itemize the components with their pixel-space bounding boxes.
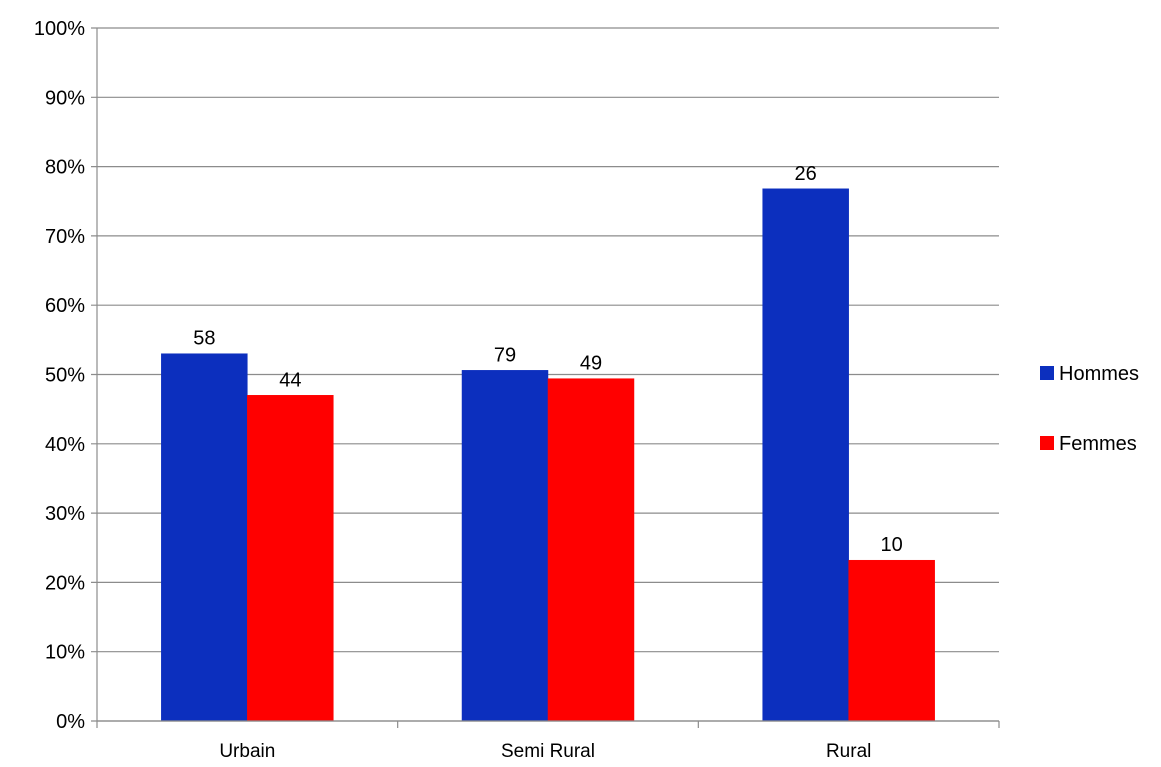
- y-tick-label: 80%: [45, 157, 85, 179]
- axes: [96, 28, 1000, 728]
- data-label: 10: [881, 534, 903, 556]
- labels: 0% 10% 20% 30% 40% 50% 60% 70% 80% 90% 100% 58 44 Urb…: [34, 18, 903, 762]
- bar-femmes-rural: [848, 559, 935, 722]
- y-tick-label: 50%: [45, 365, 85, 387]
- data-label: 79: [494, 344, 516, 366]
- bar-hommes-urbain: [161, 353, 248, 722]
- bar-femmes-semi-rural: [547, 378, 635, 722]
- data-label: 44: [279, 369, 301, 391]
- y-tick-label: 40%: [45, 434, 85, 456]
- legend-swatch-femmes: [1040, 436, 1054, 450]
- y-tick-label: 90%: [45, 87, 85, 109]
- y-tick-label: 60%: [45, 295, 85, 317]
- y-tick-label: 70%: [45, 226, 85, 248]
- legend: Hommes Femmes: [1040, 363, 1139, 455]
- bar-hommes-semi-rural: [461, 370, 549, 722]
- y-tick-label: 20%: [45, 572, 85, 594]
- data-label: 49: [580, 353, 602, 375]
- legend-swatch-hommes: [1040, 366, 1054, 380]
- x-category-label: Rural: [826, 741, 871, 762]
- bar-femmes-urbain: [247, 395, 334, 722]
- legend-label-femmes: Femmes: [1059, 433, 1137, 455]
- y-tick-label: 10%: [45, 642, 85, 664]
- y-tick-label: 0%: [56, 711, 85, 733]
- data-label: 26: [795, 163, 817, 185]
- bars: [161, 188, 935, 722]
- y-tick-label: 30%: [45, 503, 85, 525]
- y-tick-label: 100%: [34, 18, 85, 40]
- x-category-label: Semi Rural: [501, 741, 595, 762]
- legend-label-hommes: Hommes: [1059, 363, 1139, 385]
- data-label: 58: [193, 328, 215, 350]
- x-category-label: Urbain: [219, 741, 275, 762]
- bar-hommes-rural: [762, 188, 849, 722]
